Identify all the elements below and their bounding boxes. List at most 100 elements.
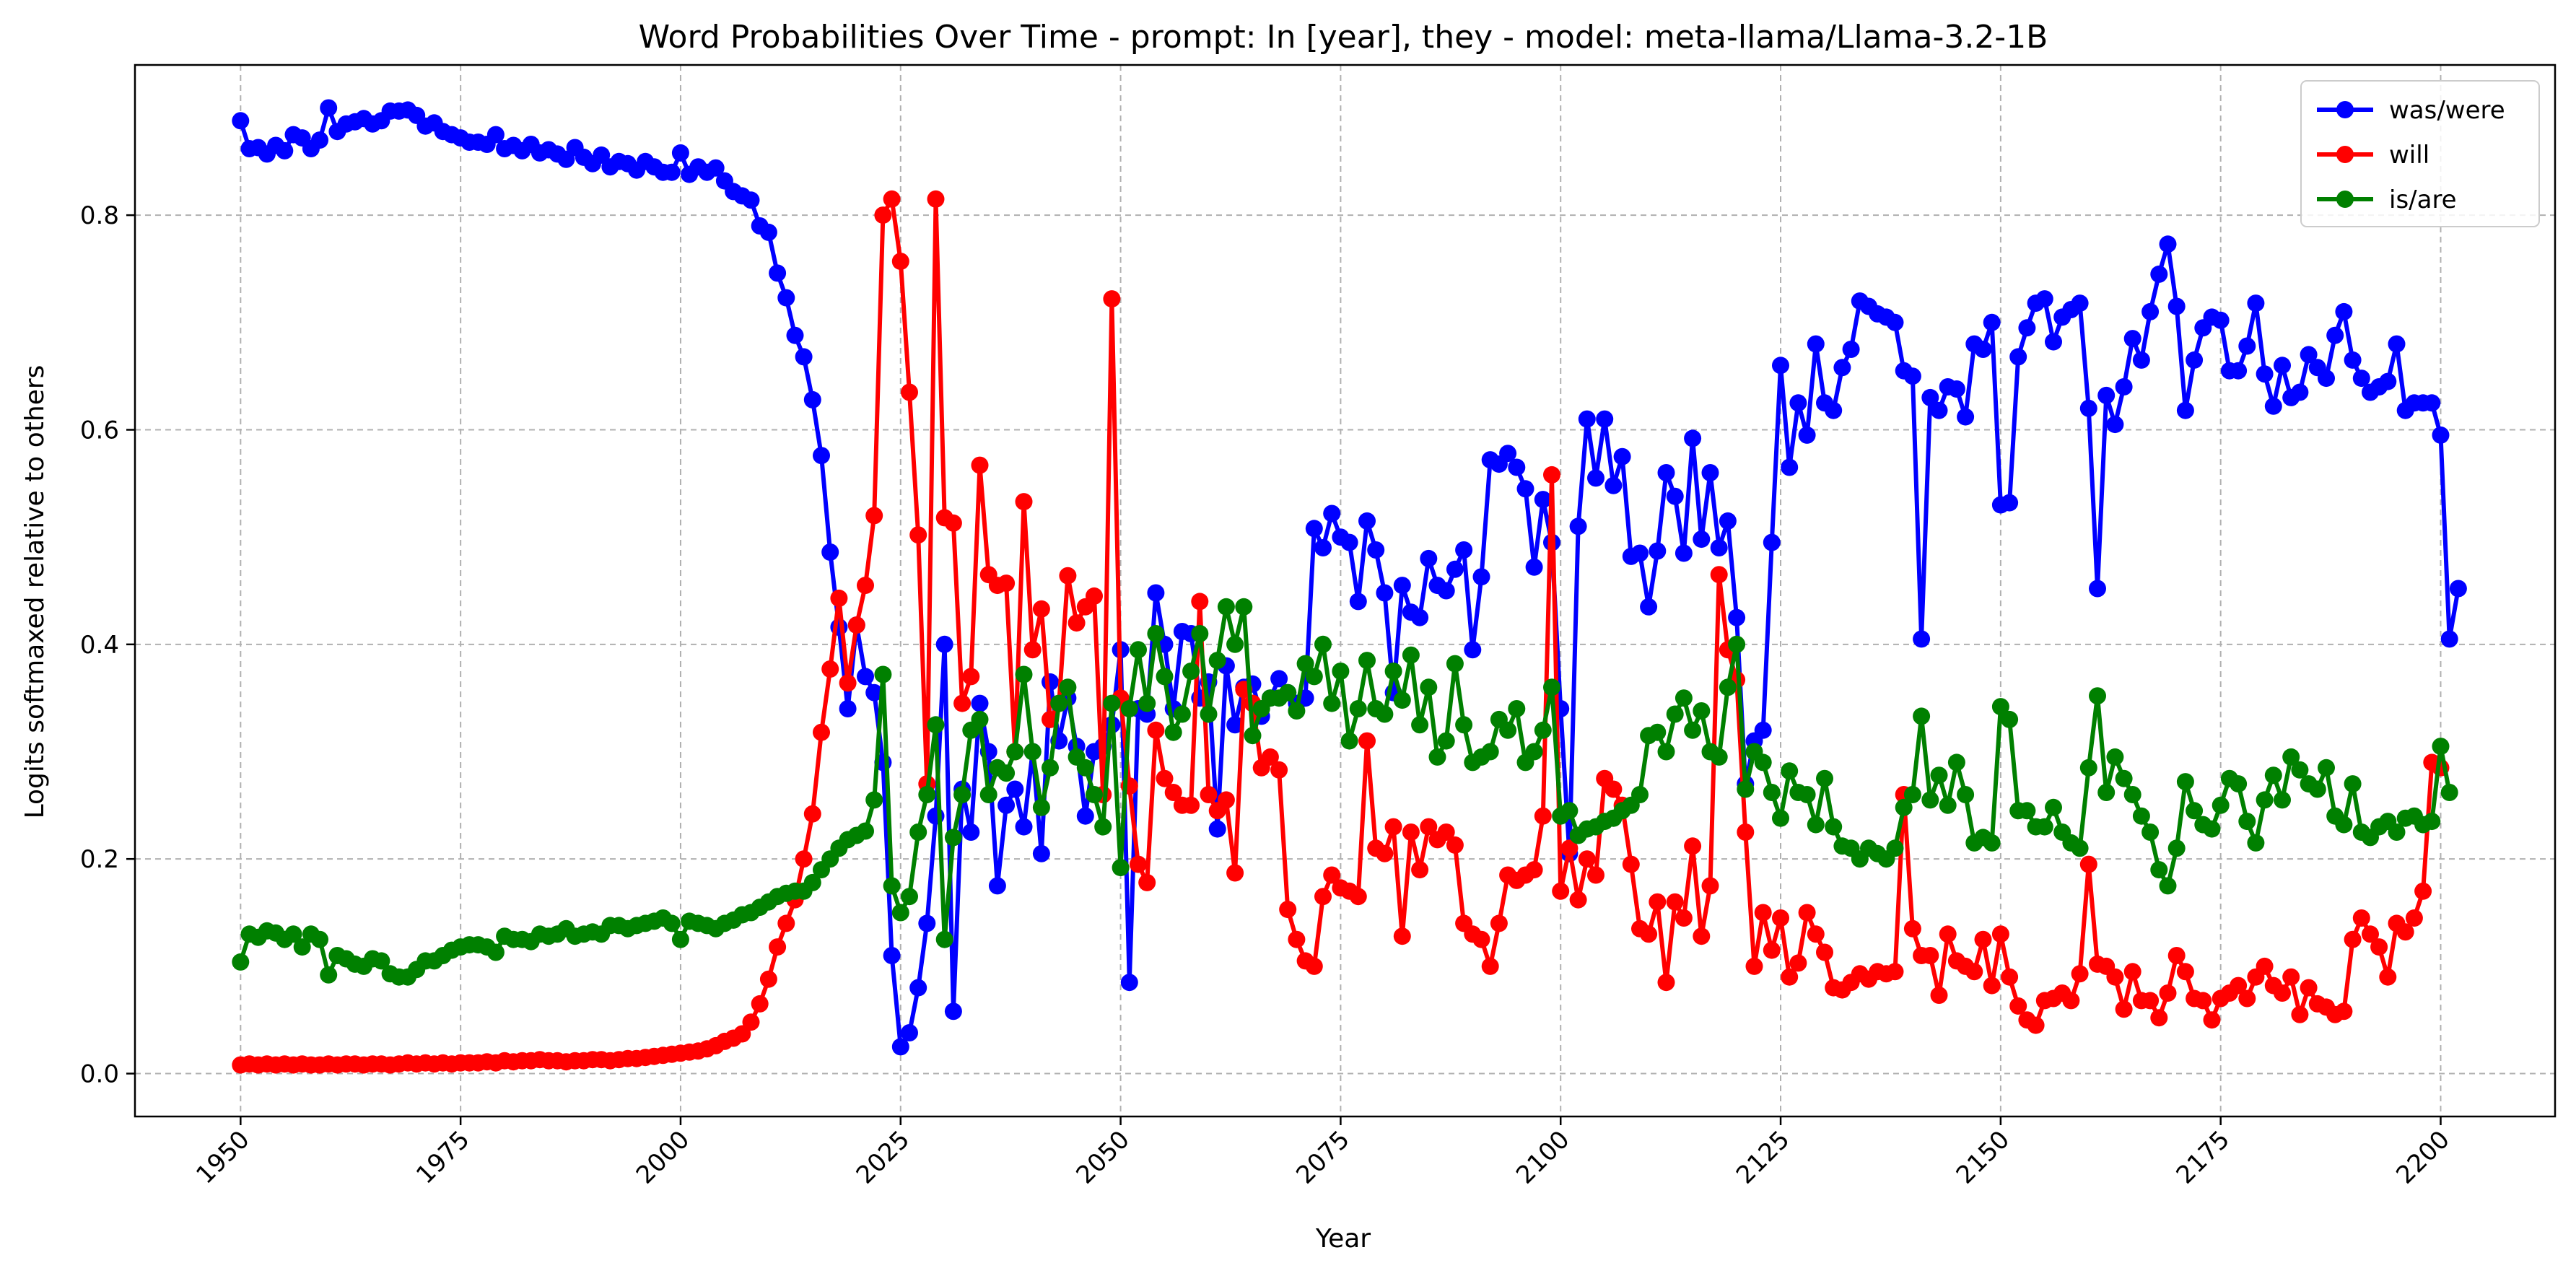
data-point xyxy=(1578,850,1596,868)
data-point xyxy=(2352,370,2370,388)
series-line xyxy=(238,105,2461,1049)
data-point xyxy=(276,141,294,160)
legend-swatch-marker xyxy=(2336,146,2354,163)
data-point xyxy=(1200,705,1218,723)
data-point xyxy=(671,144,689,162)
data-point xyxy=(1393,577,1411,595)
data-point xyxy=(813,723,830,741)
data-point xyxy=(1042,673,1059,691)
data-point xyxy=(2414,882,2432,900)
y-tick-label: 0.0 xyxy=(80,1060,119,1089)
data-point xyxy=(865,683,883,702)
data-point xyxy=(821,660,839,678)
data-point xyxy=(1798,786,1816,803)
data-point xyxy=(1411,716,1429,734)
data-point xyxy=(320,966,338,984)
y-axis-ticks: 0.0 0.2 0.4 0.6 0.8 xyxy=(80,201,135,1089)
data-point xyxy=(1930,401,1948,419)
data-point xyxy=(2097,784,2116,801)
data-point xyxy=(1895,798,1913,816)
legend-box xyxy=(2300,80,2540,227)
data-point xyxy=(320,99,338,117)
data-point xyxy=(803,390,821,408)
data-point xyxy=(2027,1016,2045,1034)
data-point xyxy=(874,665,892,683)
data-point xyxy=(1666,487,1684,505)
data-point xyxy=(311,930,328,948)
data-point xyxy=(1120,700,1138,717)
data-point xyxy=(1490,914,1508,932)
data-point xyxy=(1737,823,1755,841)
data-point xyxy=(1957,408,1975,426)
data-point xyxy=(1983,313,2001,331)
data-point xyxy=(1789,394,1807,412)
data-point xyxy=(1226,864,1244,882)
data-point xyxy=(1446,560,1464,578)
data-point xyxy=(2256,365,2274,383)
data-point xyxy=(1921,947,1939,964)
data-point xyxy=(2186,351,2204,369)
data-point xyxy=(1745,957,1763,975)
data-point xyxy=(1983,834,2001,852)
data-point xyxy=(839,700,857,717)
data-point xyxy=(2212,796,2230,814)
data-point xyxy=(2115,378,2133,396)
data-point xyxy=(1657,743,1675,761)
data-point xyxy=(2308,780,2326,798)
data-point xyxy=(1481,743,1499,761)
data-point xyxy=(1754,721,1772,739)
data-point xyxy=(1208,820,1226,838)
data-point xyxy=(2423,394,2441,412)
data-point xyxy=(1842,341,1860,358)
data-point xyxy=(1578,410,1596,428)
data-point xyxy=(663,914,681,932)
data-point xyxy=(2256,957,2274,975)
data-point xyxy=(2291,1005,2309,1023)
data-point xyxy=(2388,823,2406,841)
data-point xyxy=(2405,909,2423,927)
series-is-are xyxy=(232,598,2458,986)
data-point xyxy=(2089,687,2106,705)
data-point xyxy=(1323,504,1341,523)
data-point xyxy=(2009,348,2027,366)
data-point xyxy=(1719,512,1737,530)
data-point xyxy=(1076,759,1094,777)
data-point xyxy=(1886,963,1904,981)
data-point xyxy=(1340,732,1358,750)
data-point xyxy=(1446,655,1464,673)
data-point xyxy=(901,383,918,401)
data-point xyxy=(1279,683,1297,702)
plot-series xyxy=(232,99,2467,1074)
data-point xyxy=(2396,923,2414,941)
data-point xyxy=(1903,786,1921,803)
data-point xyxy=(2159,235,2177,253)
data-point xyxy=(1508,700,1526,717)
data-point xyxy=(1754,904,1772,922)
data-point xyxy=(1384,663,1402,680)
series-was-were xyxy=(232,99,2467,1056)
series-will xyxy=(232,190,2450,1074)
data-point xyxy=(1763,941,1781,959)
data-point xyxy=(2326,326,2344,344)
data-point xyxy=(1604,780,1623,798)
data-point xyxy=(1807,816,1825,834)
x-tick-label: 2100 xyxy=(1511,1125,1575,1189)
data-point xyxy=(1191,625,1209,642)
data-point xyxy=(2035,290,2053,308)
x-tick-label: 2125 xyxy=(1731,1125,1795,1189)
data-point xyxy=(857,822,874,840)
data-point xyxy=(1472,568,1490,586)
data-point xyxy=(1437,732,1455,750)
data-point xyxy=(2001,494,2019,512)
data-point xyxy=(857,668,874,686)
data-point xyxy=(2379,372,2397,390)
data-point xyxy=(1693,530,1711,549)
data-point xyxy=(1816,943,1833,961)
data-point xyxy=(909,823,927,841)
data-point xyxy=(2230,362,2248,380)
data-point xyxy=(2159,877,2177,895)
x-tick-label: 2175 xyxy=(2171,1125,2235,1189)
data-point xyxy=(1649,723,1667,741)
data-point xyxy=(2238,989,2256,1008)
y-tick-label: 0.4 xyxy=(80,631,119,660)
